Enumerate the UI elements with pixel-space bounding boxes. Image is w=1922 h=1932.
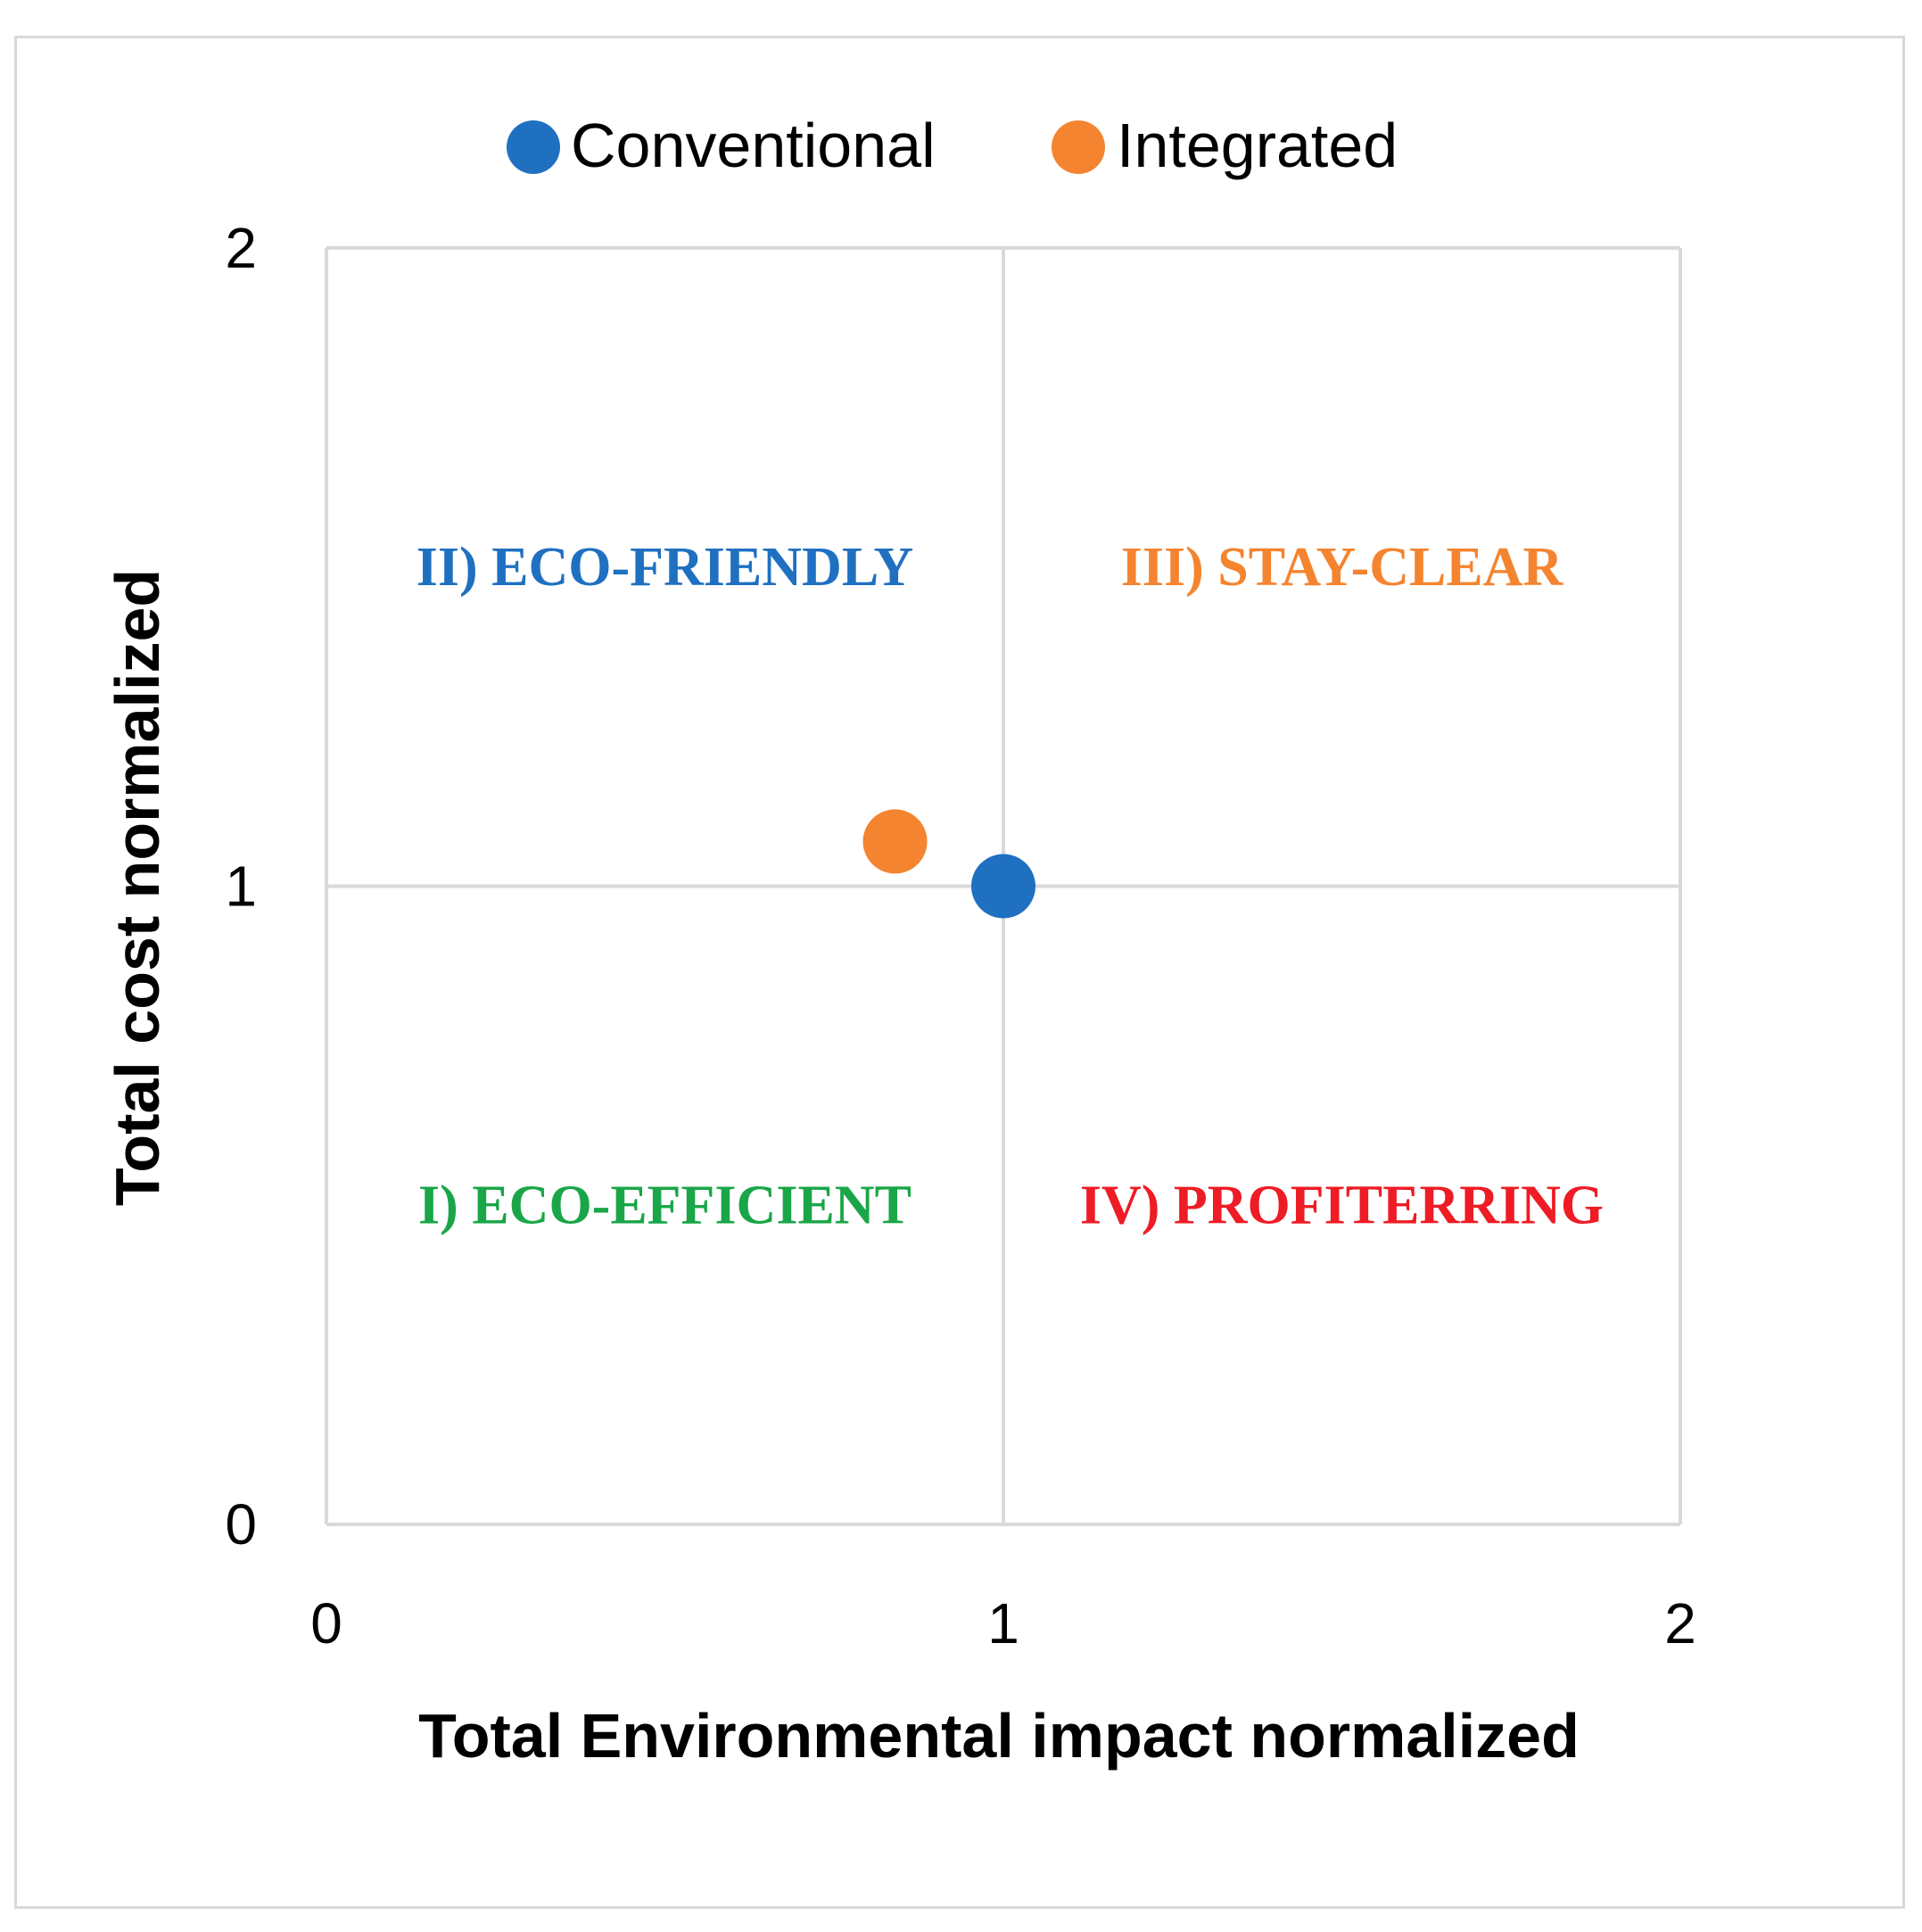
- quadrant-label: IV) PROFITERRING: [1080, 1175, 1604, 1235]
- quadrant-label: III) STAY-CLEAR: [1121, 537, 1564, 598]
- y-tick-label: 1: [225, 855, 257, 919]
- y-tick-label: 2: [225, 216, 257, 280]
- tick-layer: 0 1 2 0 1 2: [225, 216, 1695, 1655]
- quadrant-label: I) ECO-EFFICIENT: [418, 1175, 912, 1235]
- y-tick-label: 0: [225, 1492, 257, 1556]
- legend: Conventional Integrated: [507, 111, 1398, 180]
- x-tick-label: 2: [1664, 1591, 1696, 1655]
- y-axis-title: Total cost normalized: [103, 569, 172, 1206]
- point-conventional: [971, 854, 1035, 919]
- legend-marker-conventional: [507, 120, 560, 174]
- quadrant-label-layer: II) ECO-FRIENDLY III) STAY-CLEAR I) ECO-EF…: [417, 537, 1604, 1236]
- x-tick-label: 0: [310, 1591, 342, 1655]
- point-layer: [862, 809, 1035, 919]
- chart-frame: [14, 36, 1905, 1909]
- legend-label-integrated: Integrated: [1117, 111, 1398, 180]
- legend-marker-integrated: [1052, 120, 1105, 174]
- legend-label-conventional: Conventional: [571, 111, 936, 180]
- quadrant-label: II) ECO-FRIENDLY: [417, 537, 914, 598]
- point-integrated: [862, 809, 928, 874]
- x-tick-label: 1: [987, 1591, 1019, 1655]
- x-axis-title: Total Environmental impact normalized: [418, 1701, 1580, 1771]
